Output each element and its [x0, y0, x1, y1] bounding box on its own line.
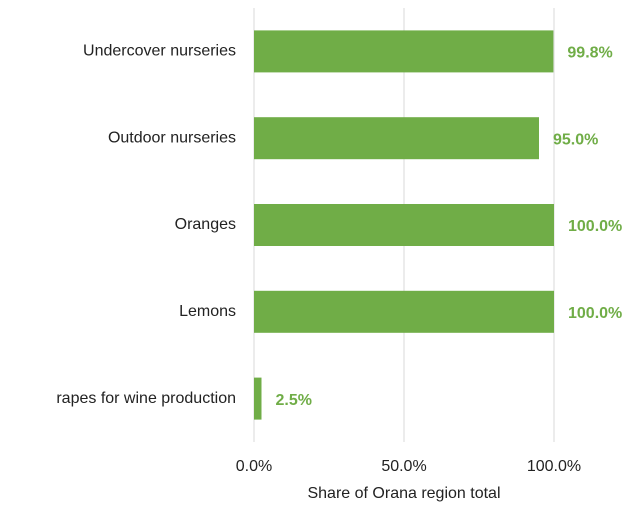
value-label: 95.0%: [553, 131, 598, 148]
value-label: 2.5%: [276, 392, 312, 409]
y-tick-label: Outdoor nurseries: [108, 129, 236, 146]
bar: [254, 377, 262, 420]
x-axis-label: Share of Orana region total: [307, 485, 500, 502]
x-tick-label: 50.0%: [381, 458, 426, 475]
bar: [254, 117, 539, 160]
bar: [254, 290, 554, 333]
value-label: 100.0%: [568, 218, 622, 235]
value-label: 100.0%: [568, 305, 622, 322]
y-tick-label: rapes for wine production: [56, 390, 236, 407]
bar: [254, 204, 554, 246]
y-tick-label: Undercover nurseries: [83, 43, 236, 60]
x-tick-label: 0.0%: [236, 458, 272, 475]
y-tick-label: Oranges: [175, 216, 236, 233]
value-label: 99.8%: [567, 45, 612, 62]
y-tick-label: Lemons: [179, 303, 236, 320]
x-tick-label: 100.0%: [527, 458, 581, 475]
bar: [254, 30, 554, 73]
